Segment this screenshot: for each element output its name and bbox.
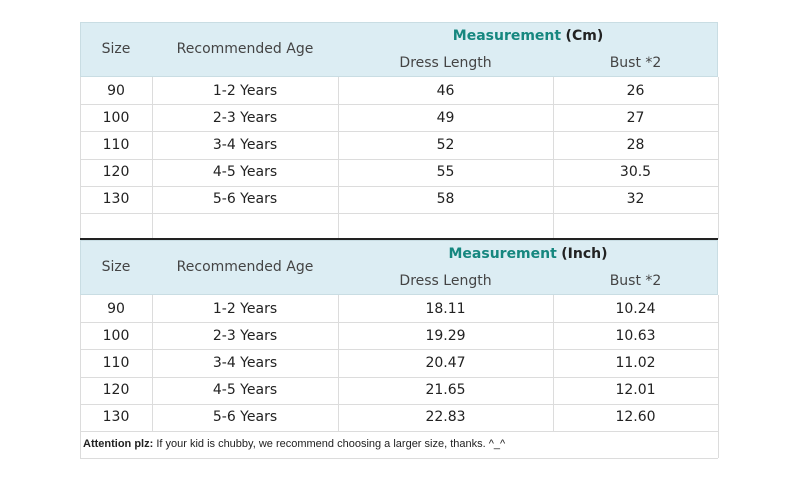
cell: 3-4 Years: [212, 137, 278, 153]
cell: 120: [102, 164, 130, 181]
cell: 58: [436, 191, 455, 208]
cell: 49: [436, 109, 455, 126]
header-size: Size: [101, 259, 131, 275]
header-age: Recommended Age: [176, 259, 314, 275]
cell: 10.24: [615, 300, 656, 317]
column-line: [553, 77, 554, 239]
header-bust: Bust *2: [609, 273, 662, 289]
note-text: If your kid is chubby, we recommend choo…: [156, 438, 506, 450]
measurement-label: Measurement: [452, 28, 562, 44]
header-size: Size: [101, 41, 131, 57]
cell: 4-5 Years: [212, 382, 278, 399]
measurement-unit: (Cm): [565, 28, 604, 44]
header-dress-length: Dress Length: [399, 273, 492, 289]
row-line: [80, 349, 718, 351]
header-age: Recommended Age: [176, 41, 314, 57]
column-line: [338, 295, 339, 431]
column-line: [152, 295, 153, 431]
cell: 32: [626, 191, 645, 208]
cell: 12.01: [615, 382, 656, 399]
cell: 21.65: [425, 382, 466, 399]
column-line: [718, 295, 719, 431]
note-border: [80, 431, 81, 458]
cell: 52: [436, 137, 455, 153]
cell: 22.83: [425, 409, 466, 426]
cell: 90: [107, 300, 125, 317]
cell: 130: [102, 191, 130, 208]
cell: 130: [102, 409, 130, 426]
separator: [80, 238, 718, 240]
row-line: [80, 213, 718, 214]
cell: 110: [102, 355, 130, 371]
header-dress-length: Dress Length: [399, 55, 492, 71]
cell: 90: [107, 82, 125, 99]
cell: 3-4 Years: [212, 355, 278, 371]
cell: 26: [626, 82, 645, 99]
cell: 1-2 Years: [212, 300, 278, 317]
header-bust: Bust *2: [609, 55, 662, 71]
column-line: [80, 77, 81, 239]
note-label: Attention plz:: [83, 438, 154, 450]
note-border: [718, 431, 719, 458]
cell: 2-3 Years: [212, 327, 278, 344]
note-border: [80, 458, 718, 459]
table-header: [80, 240, 718, 295]
row-line: [80, 158, 718, 160]
cell: 19.29: [425, 327, 466, 344]
cell: 46: [436, 82, 455, 99]
cell: 100: [102, 327, 130, 344]
row-line: [80, 322, 718, 324]
row-line: [80, 104, 718, 106]
row-line: [80, 403, 718, 405]
cell: 30.5: [619, 164, 652, 181]
cell: 12.60: [615, 409, 656, 426]
row-line: [80, 431, 718, 432]
measurement-label: Measurement: [448, 246, 557, 262]
header-measurement: Measurement (Inch): [448, 246, 607, 262]
cell: 18.11: [425, 300, 466, 317]
cell: 4-5 Years: [212, 164, 278, 181]
cell: 5-6 Years: [212, 409, 278, 426]
measurement-unit: (Inch): [561, 246, 608, 262]
row-line: [80, 376, 718, 378]
table-header: [80, 22, 718, 77]
cell: 28: [626, 137, 645, 153]
attention-note: Attention plz: If your kid is chubby, we…: [83, 438, 505, 450]
cell: 110: [102, 137, 130, 153]
column-line: [152, 77, 153, 239]
row-line: [80, 185, 718, 187]
cell: 2-3 Years: [212, 109, 278, 126]
cell: 20.47: [425, 355, 466, 371]
cell: 120: [102, 382, 130, 399]
column-line: [80, 295, 81, 431]
cell: 11.02: [615, 355, 656, 371]
cell: 1-2 Years: [212, 82, 278, 99]
row-line: [80, 131, 718, 133]
column-line: [338, 77, 339, 239]
cell: 27: [626, 109, 645, 126]
column-line: [718, 77, 719, 239]
header-measurement: Measurement (Cm): [453, 28, 603, 44]
cell: 100: [102, 109, 130, 126]
cell: 10.63: [615, 327, 656, 344]
cell: 55: [436, 164, 455, 181]
column-line: [553, 295, 554, 431]
cell: 5-6 Years: [212, 191, 278, 208]
